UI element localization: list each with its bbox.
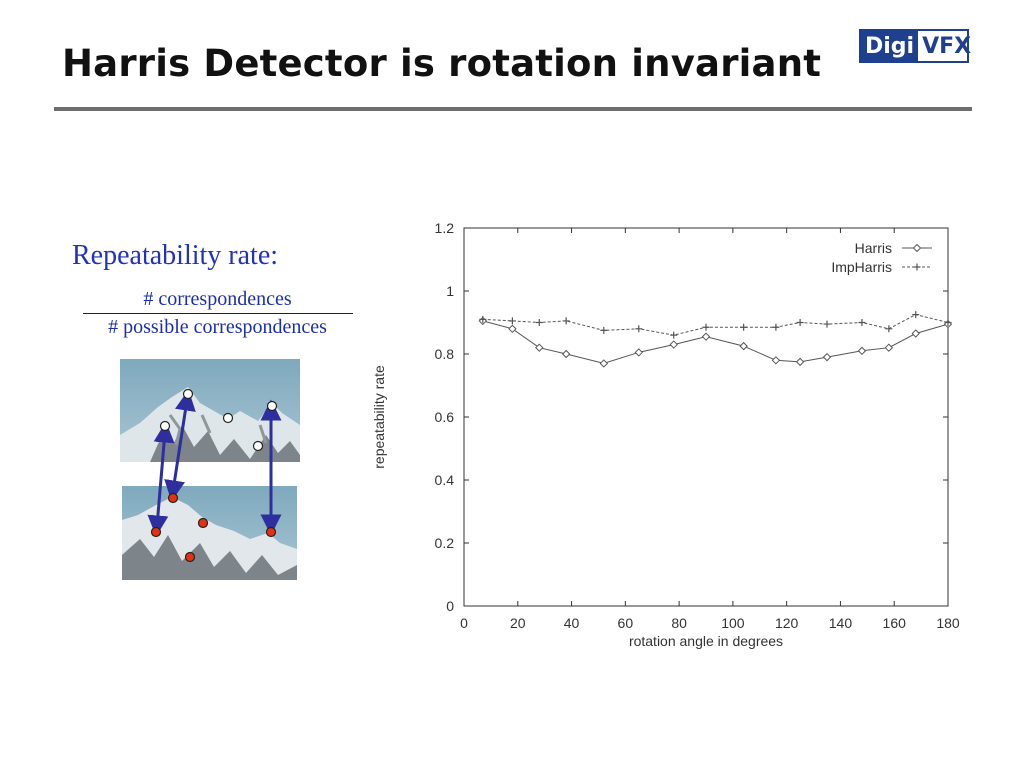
data-point-impharris: [823, 320, 831, 328]
data-point-harris: [701, 332, 711, 341]
fraction-numerator: # correspondences: [82, 288, 353, 314]
reference-point: [182, 388, 194, 400]
data-point-harris: [884, 343, 894, 352]
x-tick-label: 120: [775, 615, 799, 631]
y-tick-label: 0: [446, 598, 454, 614]
x-tick-label: 60: [618, 615, 634, 631]
data-point-impharris: [702, 323, 710, 331]
slide-title: Harris Detector is rotation invariant: [62, 42, 822, 85]
mountain-correspondence-illustration: [120, 359, 300, 580]
x-tick-label: 80: [671, 615, 687, 631]
logo-digi-text: Digi: [861, 31, 919, 61]
data-point-harris: [634, 348, 643, 357]
data-point-impharris: [479, 315, 487, 323]
x-tick-label: 40: [564, 615, 580, 631]
x-tick-label: 180: [936, 615, 960, 631]
detected-point: [184, 551, 196, 563]
series-layer: [478, 311, 953, 368]
data-point-impharris: [600, 326, 608, 334]
legend-marker: [912, 243, 922, 253]
x-tick-label: 0: [460, 615, 468, 631]
detected-point: [150, 526, 162, 538]
title-divider: [54, 107, 972, 111]
chart-legend: Harris ImpHarris: [831, 240, 932, 275]
reference-point: [252, 440, 264, 452]
legend-label: ImpHarris: [831, 259, 892, 275]
reference-point: [266, 400, 278, 412]
detected-point: [265, 526, 277, 538]
data-point-impharris: [796, 319, 804, 326]
y-tick-label: 0.8: [435, 346, 455, 362]
data-point-impharris: [885, 325, 893, 333]
series-line-impharris: [482, 314, 949, 336]
logo-vfx-text: VFX: [922, 33, 972, 59]
correspondence-arrow: [147, 421, 175, 537]
y-tick-label: 1: [446, 283, 454, 299]
series-harris: [478, 316, 953, 368]
data-point-harris: [822, 352, 832, 362]
data-point-impharris: [535, 319, 543, 326]
data-point-harris: [599, 359, 609, 368]
repeatability-label: Repeatability rate:: [72, 240, 279, 271]
x-tick-label: 100: [721, 615, 745, 631]
y-tick-label: 0.6: [435, 409, 455, 425]
y-tick-label: 1.2: [435, 220, 455, 236]
axis-ticks: 0 20 40 60 80 100 120 140 160 180 0 0.2 0.4 0.6 0.8 1 1.…: [435, 220, 960, 631]
data-point-harris: [739, 341, 748, 351]
data-point-impharris: [562, 317, 570, 325]
repeatability-chart: 0 20 40 60 80 100 120 140 160 180 0 0.2 0.4 0.6 0.8 1 1.…: [371, 220, 960, 649]
data-point-harris: [771, 356, 781, 365]
data-point-harris: [857, 346, 867, 356]
x-tick-label: 160: [883, 615, 907, 631]
correspondence-arrow: [164, 389, 196, 502]
data-point-harris: [795, 357, 805, 367]
plot-frame: [463, 227, 949, 607]
legend-label: Harris: [855, 240, 892, 256]
x-axis-label: rotation angle in degrees: [629, 633, 783, 649]
fraction-denominator: # possible correspondences: [108, 316, 327, 338]
reference-point: [159, 420, 171, 432]
y-axis-label: repeatability rate: [371, 365, 387, 469]
data-point-impharris: [858, 319, 866, 326]
data-point-harris: [669, 340, 678, 349]
digivfx-logo: Digi VFX: [859, 29, 971, 63]
x-tick-label: 140: [829, 615, 853, 631]
reference-point: [222, 412, 234, 424]
y-tick-label: 0.4: [435, 472, 455, 488]
legend-marker: [913, 263, 921, 271]
data-point-impharris: [772, 323, 780, 331]
detected-point: [167, 492, 179, 504]
data-point-harris: [508, 324, 517, 334]
data-point-impharris: [912, 311, 920, 319]
data-point-impharris: [944, 319, 952, 326]
x-tick-label: 20: [510, 615, 526, 631]
data-point-harris: [535, 343, 544, 352]
repeatability-fraction: # correspondences # possible corresponde…: [75, 288, 360, 339]
data-point-impharris: [635, 325, 643, 333]
data-point-impharris: [740, 323, 748, 331]
data-point-impharris: [670, 331, 678, 339]
data-point-harris: [561, 349, 571, 359]
data-point-impharris: [508, 317, 516, 325]
detected-point: [197, 517, 209, 529]
series-line-harris: [482, 320, 949, 364]
series-impharris: [479, 311, 952, 339]
y-tick-label: 0.2: [435, 535, 455, 551]
data-point-harris: [911, 329, 920, 338]
